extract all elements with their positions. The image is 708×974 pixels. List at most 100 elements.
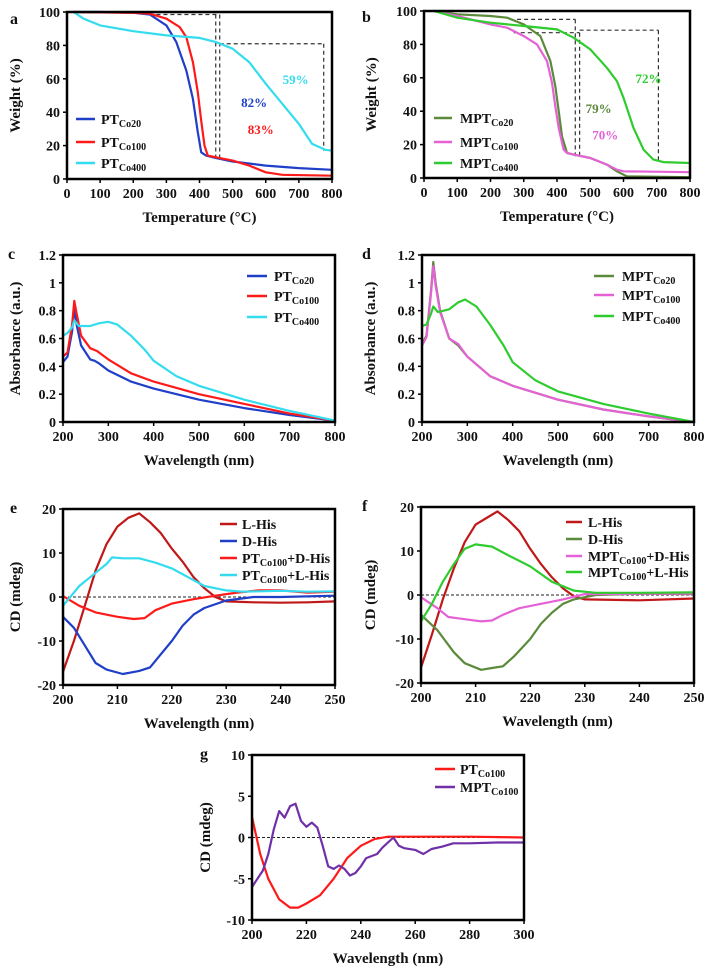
x-tick-label: 600 (613, 186, 634, 201)
series-line-d-his (62, 594, 336, 676)
y-tick-label: 40 (46, 106, 60, 121)
x-tick-label: 220 (296, 928, 317, 943)
legend-label-main: PT (101, 157, 120, 172)
legend-label-sub: Co400 (491, 163, 518, 174)
x-tick-label: 210 (107, 693, 128, 708)
x-axis-title: Wavelength (nm) (333, 951, 443, 967)
legend-label-sub: Co100 (619, 556, 646, 567)
y-tick-label: 0.4 (39, 360, 57, 375)
series-line-mptco100 (421, 265, 695, 424)
legend-label-main: PT (274, 270, 293, 285)
x-tick-label: 800 (680, 186, 701, 201)
y-axis-title: Weight (%) (364, 57, 380, 132)
series-line-mptco400 (421, 298, 695, 424)
legend-label-main: MPT (588, 566, 620, 581)
y-tick-label: 20 (46, 140, 60, 155)
x-tick-label: 0 (64, 187, 71, 202)
legend-label-sub: Co100 (119, 142, 146, 153)
x-tick-label: 600 (255, 187, 276, 202)
y-tick-label: 1 (49, 277, 56, 292)
panel-letter: g (200, 746, 208, 763)
legend-label: D-His (242, 535, 278, 550)
x-tick-label: 230 (574, 691, 595, 706)
y-tick-label: 60 (403, 72, 417, 87)
y-tick-label: 80 (403, 38, 417, 53)
legend-label-main: MPT (460, 136, 492, 151)
legend-label-main: D-His (588, 533, 624, 548)
x-axis-title: Temperature (°C) (500, 209, 614, 225)
legend-label: MPTCo400 (622, 310, 680, 327)
x-axis-title: Wavelength (nm) (144, 453, 254, 469)
x-tick-label: 200 (480, 186, 501, 201)
y-tick-label: 0.4 (398, 360, 416, 375)
legend-label: PTCo20 (274, 270, 314, 287)
series-line-mptco100-l-his (420, 543, 695, 622)
x-tick-label: 200 (242, 928, 263, 943)
legend-label-main: MPT (460, 112, 492, 127)
series-line-mptco100 (251, 802, 524, 888)
legend-label-sub: Co20 (119, 119, 141, 130)
x-tick-label: 240 (270, 693, 291, 708)
legend-label-sub: Co100 (478, 769, 505, 780)
y-tick-label: -20 (37, 679, 56, 694)
legend-label-suffix: +L-His (646, 566, 689, 581)
x-tick-label: 600 (234, 430, 255, 445)
legend-label: PTCo100 (101, 136, 146, 153)
x-tick-label: 600 (593, 430, 614, 445)
y-tick-label: 60 (46, 73, 60, 88)
panel-letter: e (10, 500, 17, 517)
x-tick-label: 800 (325, 430, 346, 445)
x-tick-label: 400 (502, 430, 523, 445)
percent-annotation: 83% (248, 122, 274, 137)
legend-label-sub: Co20 (653, 276, 675, 287)
y-tick-label: 0.2 (398, 388, 416, 403)
legend-label-suffix: +L-His (287, 569, 330, 584)
series-line-ptco100-l-his (62, 556, 336, 607)
x-tick-label: 500 (548, 430, 569, 445)
legend-label: MPTCo100+L-His (588, 566, 689, 583)
series-line-mptco400 (433, 9, 691, 165)
percent-annotation: 70% (592, 128, 618, 143)
legend-label: L-His (588, 516, 623, 531)
panel-letter: d (362, 246, 371, 263)
x-tick-label: 700 (638, 430, 659, 445)
percent-annotation: 82% (241, 95, 267, 110)
legend-label: MPTCo100 (460, 136, 518, 153)
legend-label-sub: Co20 (491, 118, 513, 129)
x-tick-label: 0 (421, 186, 428, 201)
y-tick-label: 0 (49, 591, 56, 606)
legend-label-main: PT (242, 552, 261, 567)
legend-label: D-His (588, 533, 624, 548)
y-tick-label: 20 (42, 503, 56, 518)
y-tick-label: 1 (408, 277, 415, 292)
x-tick-label: 200 (123, 187, 144, 202)
y-axis-title: Weight (%) (8, 58, 24, 133)
legend-label-main: MPT (622, 270, 654, 285)
legend-label: MPTCo20 (460, 112, 513, 129)
legend-label-main: MPT (622, 289, 654, 304)
x-tick-label: 700 (279, 430, 300, 445)
y-tick-label: 40 (403, 105, 417, 120)
x-tick-label: 200 (412, 430, 433, 445)
panel-letter: a (10, 11, 18, 28)
y-tick-label: 0 (238, 832, 245, 847)
x-tick-label: 500 (189, 430, 210, 445)
chart-panel-f: fL-HisD-HisMPTCo100+D-HisMPTCo100+L-His2… (362, 498, 705, 730)
legend-label-main: PT (274, 290, 293, 305)
x-tick-label: 220 (161, 693, 182, 708)
x-tick-label: 800 (684, 430, 705, 445)
legend-label: MPTCo100+D-His (588, 550, 690, 567)
series-line-ptco100 (62, 299, 336, 422)
y-tick-label: 1.2 (39, 249, 57, 264)
legend-label-main: PT (101, 113, 120, 128)
y-tick-label: 100 (39, 6, 60, 21)
legend-label: PTCo100 (460, 763, 505, 780)
chart-panel-e: eL-HisD-HisPTCo100+D-HisPTCo100+L-His200… (8, 500, 346, 732)
legend-label: PTCo400 (101, 157, 146, 174)
legend-label-sub: Co20 (292, 276, 314, 287)
legend-label-main: PT (101, 136, 120, 151)
x-tick-label: 240 (629, 691, 650, 706)
panel-letter: c (8, 246, 15, 263)
